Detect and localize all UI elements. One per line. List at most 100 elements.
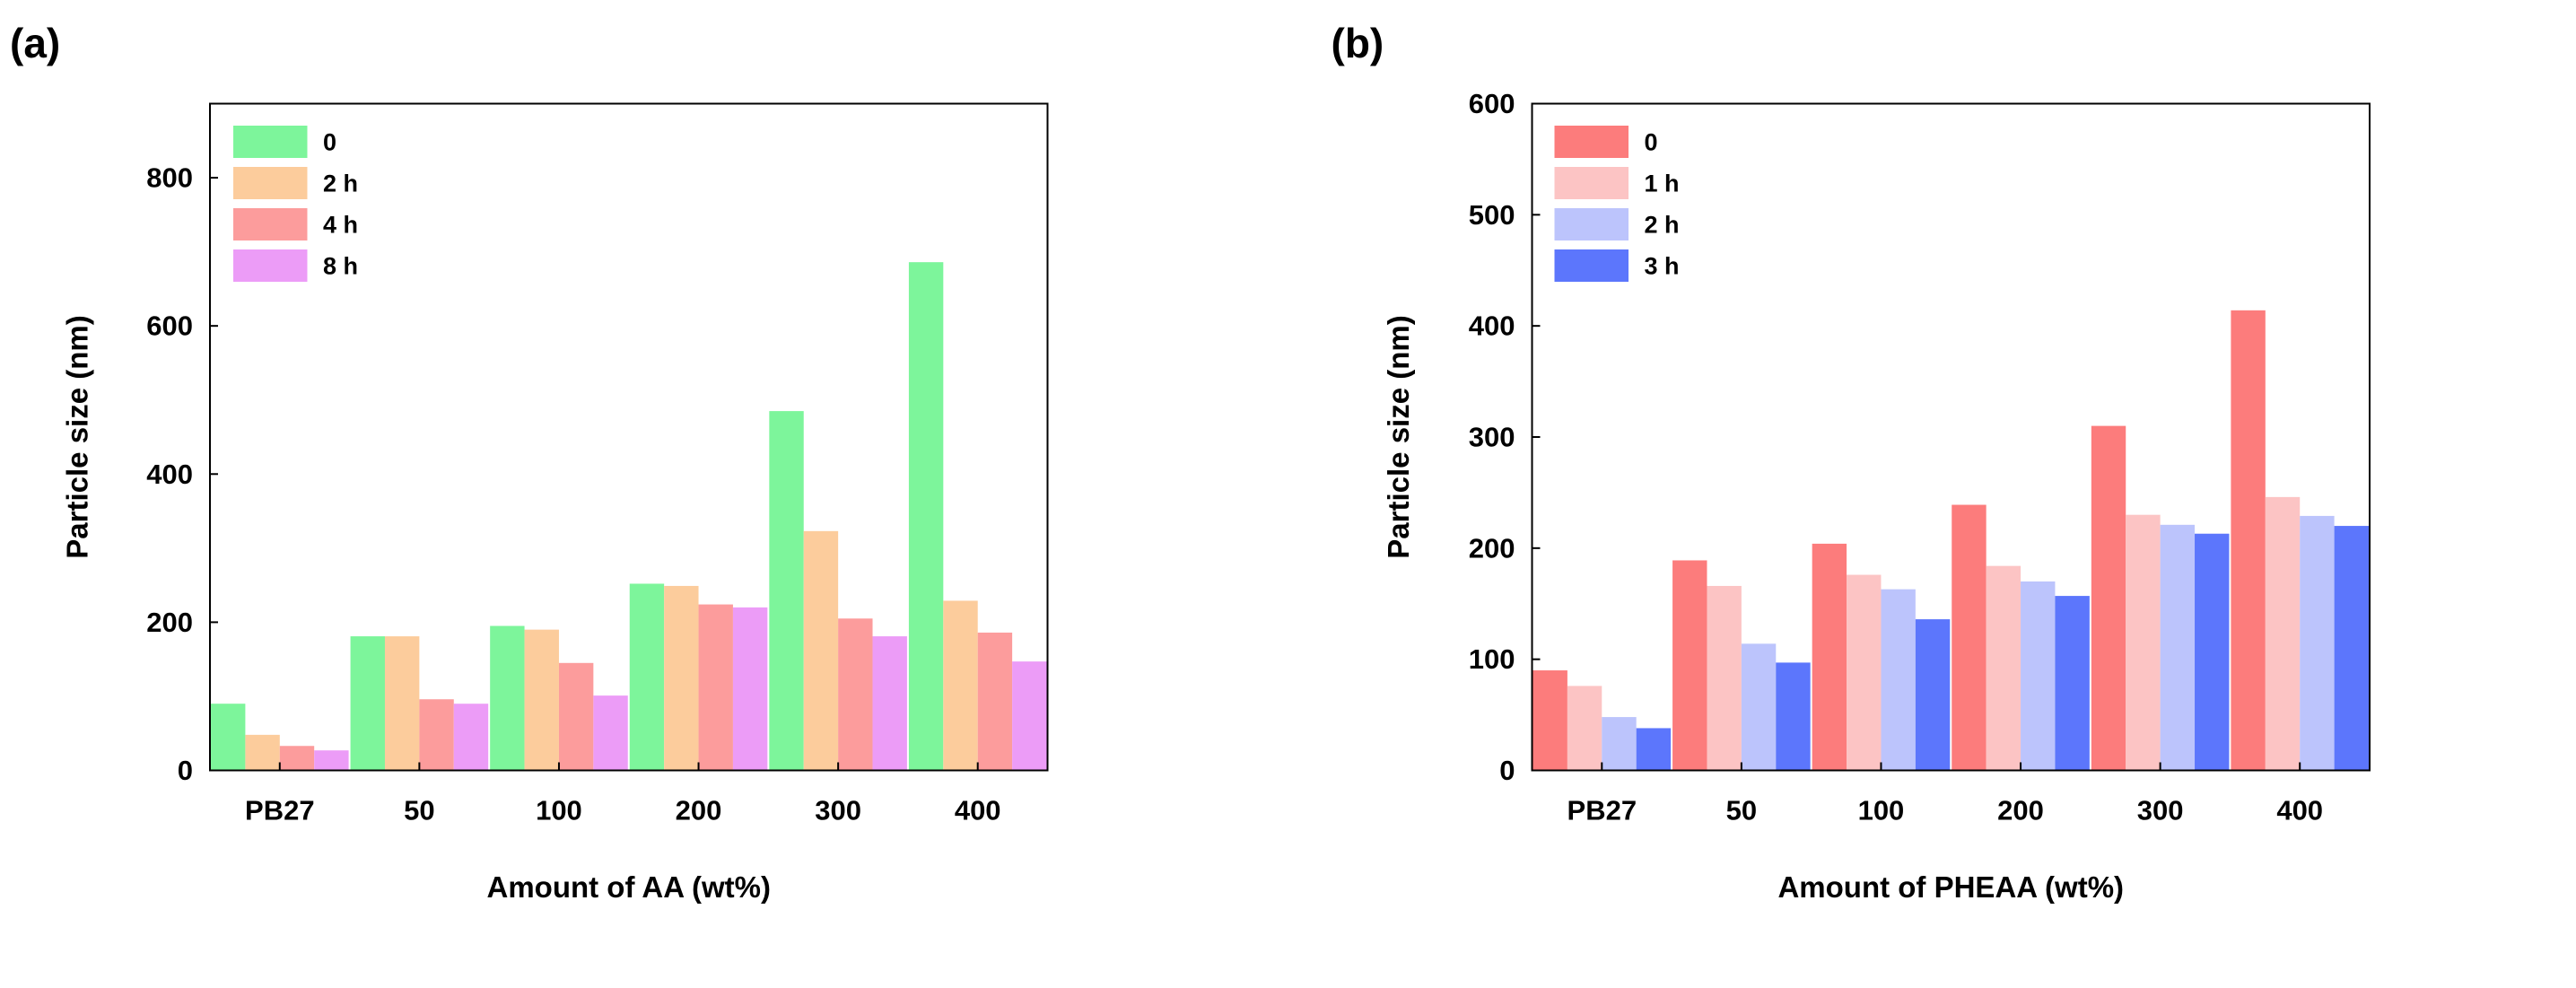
bar-b-0-PB27 (1533, 670, 1567, 771)
legend-label-b-0: 0 (1645, 129, 1658, 156)
bar-a-0-100 (490, 625, 525, 771)
x-tick-label-a-PB27: PB27 (245, 795, 315, 826)
legend-swatch-a-2 (233, 208, 308, 240)
figure-content: (a) 0 200 400 600 800 PB27 50 100 200 300 400 Amount… (10, 20, 2371, 904)
bar-a-0-50 (350, 636, 385, 771)
x-axis-title-a: Amount of AA (wt%) (487, 870, 771, 904)
bar-a-4h-400 (977, 632, 1013, 771)
bar-b-0-400 (2231, 310, 2266, 771)
x-tick-label-a-400: 400 (955, 795, 1001, 826)
legend-swatch-a-0 (233, 126, 308, 158)
y-tick-label-b-300: 300 (1469, 422, 1515, 453)
bar-b-2h-100 (1881, 589, 1916, 771)
bar-a-4h-50 (419, 699, 454, 771)
y-tick-label-b-400: 400 (1469, 310, 1515, 342)
panel-a-frame (209, 102, 1049, 772)
bar-b-3h-200 (2055, 596, 2090, 771)
y-tick-label-b-500: 500 (1469, 199, 1515, 231)
bar-b-1h-400 (2265, 496, 2301, 771)
legend-label-a-1: 2 h (323, 170, 358, 197)
bar-b-3h-300 (2195, 533, 2230, 771)
bar-b-0-50 (1672, 560, 1707, 771)
x-tick-label-a-300: 300 (815, 795, 861, 826)
bar-b-1h-300 (2126, 514, 2161, 771)
bar-b-1h-200 (1986, 565, 2022, 771)
bar-b-3h-50 (1776, 662, 1811, 771)
legend-swatch-b-3 (1554, 249, 1629, 282)
legend-a: 0 2 h 4 h 8 h (233, 126, 358, 282)
bar-b-2h-50 (1741, 643, 1777, 771)
y-tick-label-a-800: 800 (146, 162, 193, 194)
legend-label-b-1: 1 h (1645, 170, 1680, 197)
bar-a-2h-300 (803, 530, 839, 771)
y-tick-label-b-0: 0 (1499, 755, 1515, 786)
bar-a-2h-100 (524, 629, 559, 771)
panel-a: (a) 0 200 400 600 800 PB27 50 100 200 300 400 Amount… (10, 20, 1049, 904)
bar-a-0-300 (769, 411, 804, 771)
y-tick-label-b-600: 600 (1469, 88, 1515, 119)
legend-b: 0 1 h 2 h 3 h (1554, 126, 1680, 282)
legend-label-a-2: 4 h (323, 212, 358, 239)
bar-b-0-300 (2091, 425, 2126, 771)
legend-label-b-3: 3 h (1645, 253, 1680, 280)
y-axis-title-a: Particle size (nm) (61, 315, 94, 558)
x-tick-label-b-PB27: PB27 (1567, 795, 1637, 826)
bar-a-2h-200 (664, 585, 699, 771)
bar-a-0-400 (908, 262, 944, 771)
y-tick-label-b-200: 200 (1469, 532, 1515, 564)
bar-a-0-200 (629, 583, 665, 771)
bar-b-2h-400 (2300, 515, 2335, 771)
panel-b-label: (b) (1332, 20, 1384, 66)
x-tick-label-b-400: 400 (2276, 795, 2323, 826)
x-tick-label-b-50: 50 (1726, 795, 1757, 826)
bar-a-8h-100 (593, 695, 628, 771)
y-tick-label-a-200: 200 (146, 607, 193, 638)
bar-a-2h-50 (384, 636, 420, 771)
y-tick-label-a-400: 400 (146, 459, 193, 490)
legend-swatch-b-1 (1554, 167, 1629, 199)
y-axis-title-b: Particle size (nm) (1382, 315, 1415, 558)
legend-label-a-3: 8 h (323, 253, 358, 280)
bar-b-1h-PB27 (1567, 686, 1602, 771)
x-axis-title-b: Amount of PHEAA (wt%) (1777, 870, 2124, 904)
bar-a-8h-400 (1012, 661, 1047, 771)
x-tick-label-b-100: 100 (1858, 795, 1905, 826)
panel-a-label: (a) (10, 20, 60, 66)
x-tick-label-b-300: 300 (2137, 795, 2184, 826)
y-tick-label-a-600: 600 (146, 310, 193, 342)
bar-a-8h-300 (872, 636, 907, 771)
x-tick-label-b-200: 200 (1997, 795, 2044, 826)
bar-b-2h-300 (2160, 524, 2196, 771)
x-tick-label-a-100: 100 (536, 795, 582, 826)
bar-a-8h-200 (732, 607, 768, 771)
bar-a-4h-300 (838, 618, 873, 771)
legend-swatch-a-3 (233, 249, 308, 282)
bar-a-2h-PB27 (245, 734, 280, 771)
bar-b-2h-200 (2021, 581, 2056, 771)
bar-b-2h-PB27 (1602, 717, 1637, 771)
legend-label-a-0: 0 (323, 129, 336, 156)
bar-a-8h-50 (453, 704, 489, 771)
y-tick-label-b-100: 100 (1469, 643, 1515, 675)
bar-b-1h-100 (1847, 574, 1882, 771)
bar-b-3h-PB27 (1636, 728, 1672, 771)
bar-a-8h-PB27 (314, 750, 349, 771)
bar-a-4h-PB27 (279, 746, 315, 771)
x-tick-label-a-50: 50 (404, 795, 434, 826)
bar-b-3h-100 (1915, 619, 1951, 771)
bar-b-0-100 (1812, 543, 1847, 771)
bar-a-2h-400 (943, 600, 978, 771)
legend-label-b-2: 2 h (1645, 212, 1680, 239)
bar-a-4h-100 (558, 662, 594, 771)
y-tick-label-a-0: 0 (178, 755, 193, 786)
panel-b: (b) 0 100 200 300 400 500 600 PB27 50 100 200 300 400… (1332, 20, 2371, 904)
bar-a-4h-200 (698, 604, 733, 771)
x-tick-label-a-200: 200 (676, 795, 722, 826)
legend-swatch-b-0 (1554, 126, 1629, 158)
bar-b-3h-400 (2334, 526, 2369, 771)
legend-swatch-a-1 (233, 167, 308, 199)
legend-swatch-b-2 (1554, 208, 1629, 240)
bar-a-0-PB27 (211, 704, 246, 771)
bar-b-0-200 (1952, 504, 1987, 771)
